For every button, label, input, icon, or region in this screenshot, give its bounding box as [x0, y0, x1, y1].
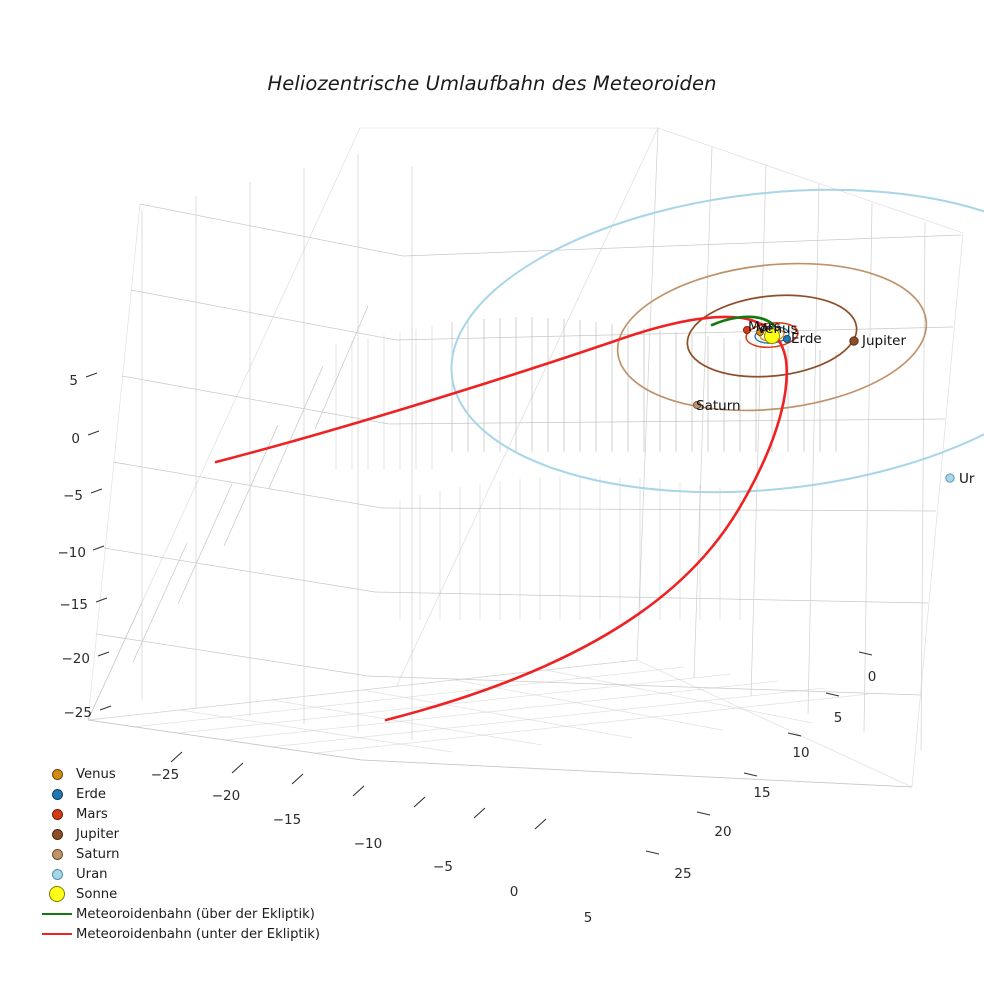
marker-venus [756, 327, 765, 336]
x-tick-3: −10 [354, 836, 383, 852]
z-tick-0: 5 [69, 373, 78, 389]
z-tick-5: −20 [62, 651, 91, 667]
z-tick-3: −10 [58, 545, 87, 561]
legend-item-uran[interactable]: Uran [38, 864, 358, 884]
orbit-uran [450, 188, 984, 494]
x-tick-6: 5 [584, 910, 593, 926]
legend-label-jupiter: Jupiter [76, 826, 119, 842]
marker-jupiter [849, 336, 859, 346]
legend: Venus Erde Mars Jupiter Saturn [38, 764, 358, 944]
orbit-saturn [616, 262, 928, 412]
legend-item-meteoroid-below[interactable]: Meteoroidenbahn (unter der Ekliptik) [38, 924, 358, 944]
label-uran: Ur [959, 471, 975, 487]
planet-orbits [450, 188, 984, 494]
x-tick-2: −15 [273, 812, 302, 828]
legend-item-saturn[interactable]: Saturn [38, 844, 358, 864]
venus-icon [38, 768, 76, 780]
y-tick-2: 10 [792, 745, 809, 761]
x-tick-4: −5 [433, 859, 453, 875]
axis-ticks [85, 372, 873, 855]
grid-lines [87, 127, 962, 788]
legend-label-venus: Venus [76, 766, 116, 782]
uran-icon [38, 868, 76, 880]
green-line-icon [38, 912, 76, 916]
y-tick-5: 25 [674, 866, 691, 882]
legend-item-erde[interactable]: Erde [38, 784, 358, 804]
legend-item-sonne[interactable]: Sonne [38, 884, 358, 904]
erde-icon [38, 788, 76, 800]
y-tick-4: 20 [714, 824, 731, 840]
legend-label-meteoroid-above: Meteoroidenbahn (über der Ekliptik) [76, 906, 315, 922]
z-tick-6: −25 [64, 705, 93, 721]
marker-erde [783, 334, 792, 343]
legend-item-mars[interactable]: Mars [38, 804, 358, 824]
label-jupiter: Jupiter [861, 333, 906, 349]
planet-markers: Mars Venus Erde Jupiter Saturn Ur [693, 319, 975, 487]
label-erde: Erde [791, 331, 822, 347]
saturn-icon [38, 848, 76, 860]
z-axis-tick-labels: 5 0 −5 −10 −15 −20 −25 [58, 373, 93, 721]
sonne-icon [38, 886, 76, 902]
legend-item-jupiter[interactable]: Jupiter [38, 824, 358, 844]
red-line-icon [38, 932, 76, 936]
orbit-drop-lines [335, 317, 837, 620]
mars-icon [38, 808, 76, 820]
legend-label-erde: Erde [76, 786, 107, 802]
axes-panes [87, 127, 964, 788]
z-tick-2: −5 [63, 488, 83, 504]
legend-item-meteoroid-above[interactable]: Meteoroidenbahn (über der Ekliptik) [38, 904, 358, 924]
y-tick-0: 0 [868, 669, 877, 685]
x-tick-0: −25 [151, 767, 180, 783]
z-tick-1: 0 [71, 431, 80, 447]
legend-label-meteoroid-below: Meteoroidenbahn (unter der Ekliptik) [76, 926, 321, 942]
marker-sonne [764, 328, 780, 344]
y-axis-tick-labels: 0 5 10 15 20 25 [674, 669, 876, 882]
legend-label-mars: Mars [76, 806, 108, 822]
orbit-jupiter [686, 294, 858, 378]
label-mars: Mars [748, 319, 781, 335]
label-venus: Venus [757, 321, 798, 337]
label-saturn: Saturn [696, 398, 741, 414]
z-tick-4: −15 [60, 597, 89, 613]
marker-saturn [693, 400, 702, 409]
y-tick-3: 15 [753, 785, 770, 801]
legend-label-uran: Uran [76, 866, 108, 882]
x-tick-1: −20 [212, 788, 241, 804]
jupiter-icon [38, 828, 76, 840]
x-axis-tick-labels: −25 −20 −15 −10 −5 0 5 [151, 767, 593, 926]
page-title: Heliozentrische Umlaufbahn des Meteoroid… [267, 72, 717, 95]
marker-mars [743, 325, 752, 334]
y-tick-1: 5 [834, 710, 843, 726]
x-tick-5: 0 [510, 884, 519, 900]
legend-item-venus[interactable]: Venus [38, 764, 358, 784]
marker-uran [945, 473, 955, 483]
meteoroid-path-above-ecliptik-dots [742, 315, 776, 327]
legend-label-saturn: Saturn [76, 846, 120, 862]
legend-label-sonne: Sonne [76, 886, 118, 902]
